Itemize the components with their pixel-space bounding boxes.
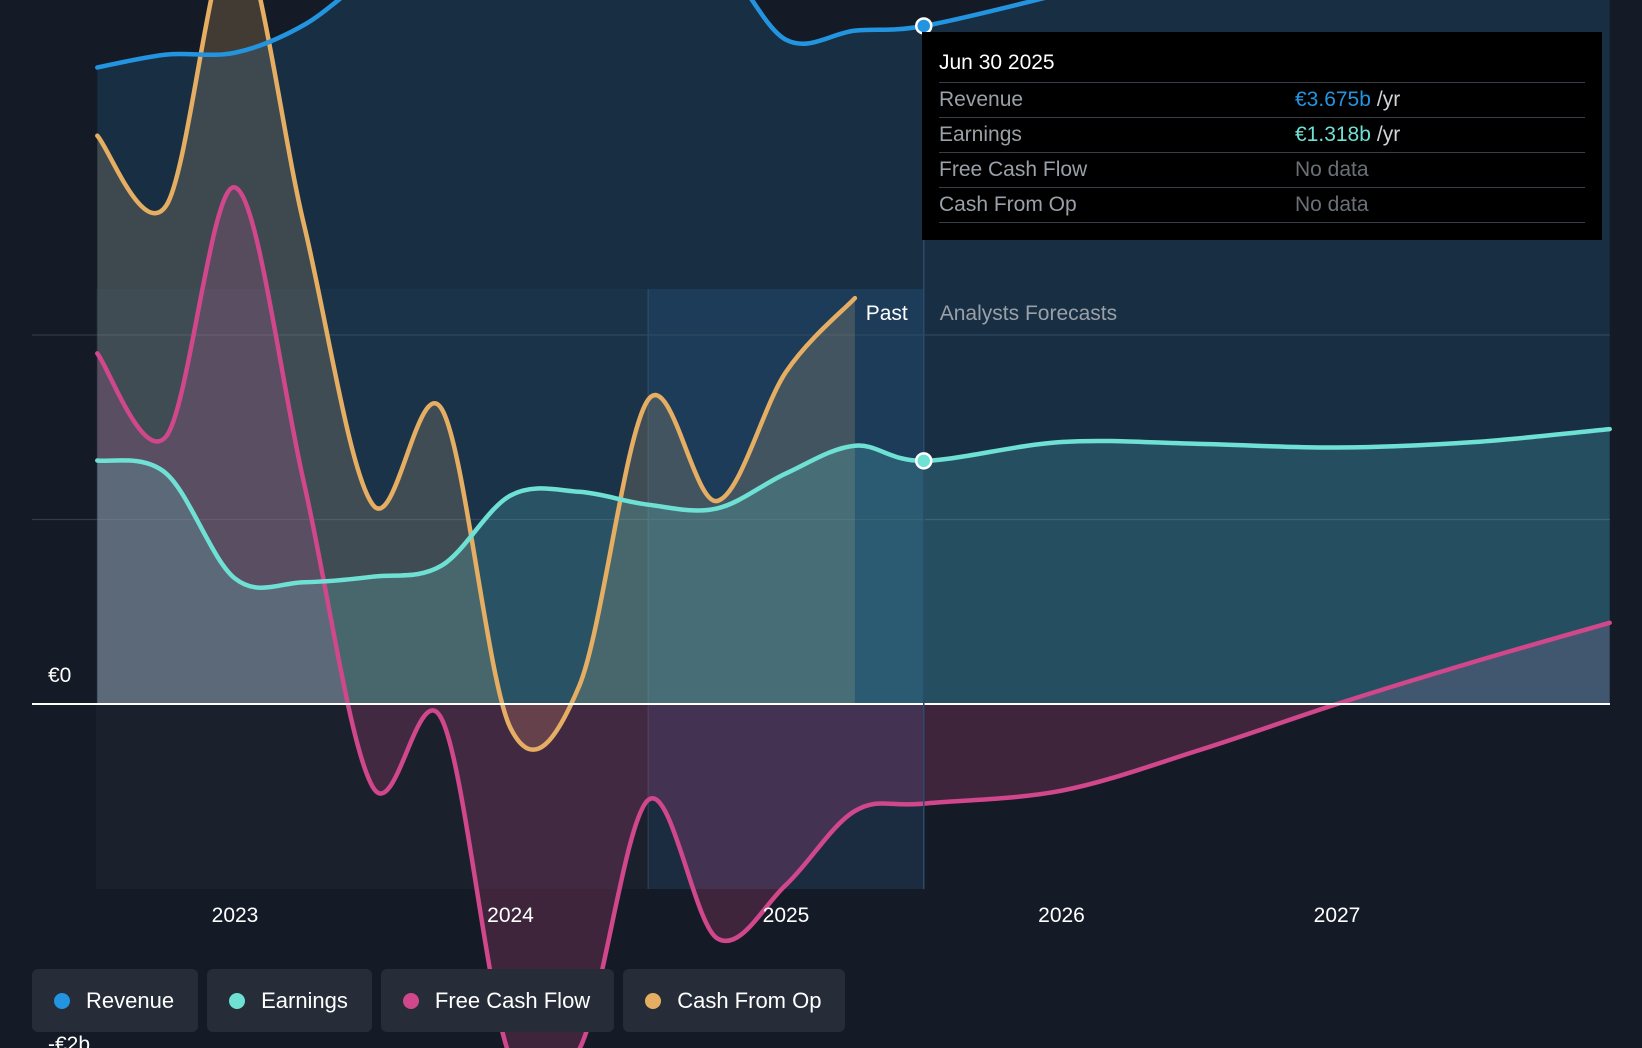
legend-item-revenue[interactable]: Revenue: [32, 969, 199, 1032]
line-revenue[interactable]: [95, 0, 1609, 70]
forecast-label: Analysts Forecasts: [940, 302, 1117, 325]
tooltip-unit: /yr: [1376, 88, 1401, 111]
highlight-region: [648, 289, 924, 889]
legend-item-free-cash-flow[interactable]: Free Cash Flow: [380, 969, 615, 1032]
area-free-cash-flow: [97, 187, 1610, 1048]
legend-dot-icon: [54, 992, 70, 1009]
x-tick-label: 2024: [487, 904, 534, 927]
line-free-cash-flow[interactable]: [95, 185, 1612, 1048]
marker-earnings[interactable]: [915, 452, 933, 470]
tooltip-row-cash-from-op: Cash From Op No data: [939, 188, 1585, 223]
tooltip-label: Revenue: [939, 88, 1024, 111]
x-tick-label: 2023: [212, 904, 259, 927]
past-label: Past: [866, 302, 908, 325]
legend-dot-icon: [229, 992, 246, 1009]
tooltip-row-earnings: Earnings €1.318b /yr: [939, 118, 1585, 153]
tooltip-value: €3.675b: [1295, 88, 1371, 111]
tooltip-value: €1.318b: [1295, 123, 1371, 146]
area-earnings: [97, 429, 1610, 704]
tooltip-row-revenue: Revenue €3.675b /yr: [939, 83, 1585, 118]
legend-label: Free Cash Flow: [434, 987, 591, 1013]
legend-dot-icon: [645, 992, 662, 1009]
tooltip-label: Free Cash Flow: [939, 158, 1088, 181]
tooltip-label: Earnings: [939, 123, 1022, 146]
legend: Revenue Earnings Free Cash Flow Cash Fro…: [32, 969, 846, 1032]
y-tick-label: €0: [48, 664, 71, 687]
tooltip-value: No data: [1295, 158, 1369, 181]
tooltip-date: Jun 30 2025: [939, 46, 1585, 83]
tooltip: Jun 30 2025 Revenue €3.675b /yr Earnings…: [922, 32, 1602, 240]
line-earnings[interactable]: [95, 426, 1612, 590]
line-cash-from-op[interactable]: [95, 0, 858, 752]
tooltip-row-free-cash-flow: Free Cash Flow No data: [939, 153, 1585, 188]
tooltip-unit: /yr: [1376, 123, 1401, 146]
legend-label: Cash From Op: [677, 987, 822, 1013]
area-cash-from-op: [97, 0, 855, 750]
tooltip-value: No data: [1295, 193, 1369, 216]
x-tick-label: 2026: [1038, 904, 1085, 927]
legend-item-cash-from-op[interactable]: Cash From Op: [623, 969, 846, 1032]
y-tick-label: -€2b: [48, 1033, 90, 1048]
legend-item-earnings[interactable]: Earnings: [207, 969, 372, 1032]
tooltip-label: Cash From Op: [939, 193, 1077, 216]
x-tick-label: 2025: [763, 904, 810, 927]
x-tick-label: 2027: [1314, 904, 1361, 927]
legend-label: Revenue: [86, 987, 175, 1013]
legend-dot-icon: [402, 992, 419, 1009]
legend-label: Earnings: [261, 987, 348, 1013]
